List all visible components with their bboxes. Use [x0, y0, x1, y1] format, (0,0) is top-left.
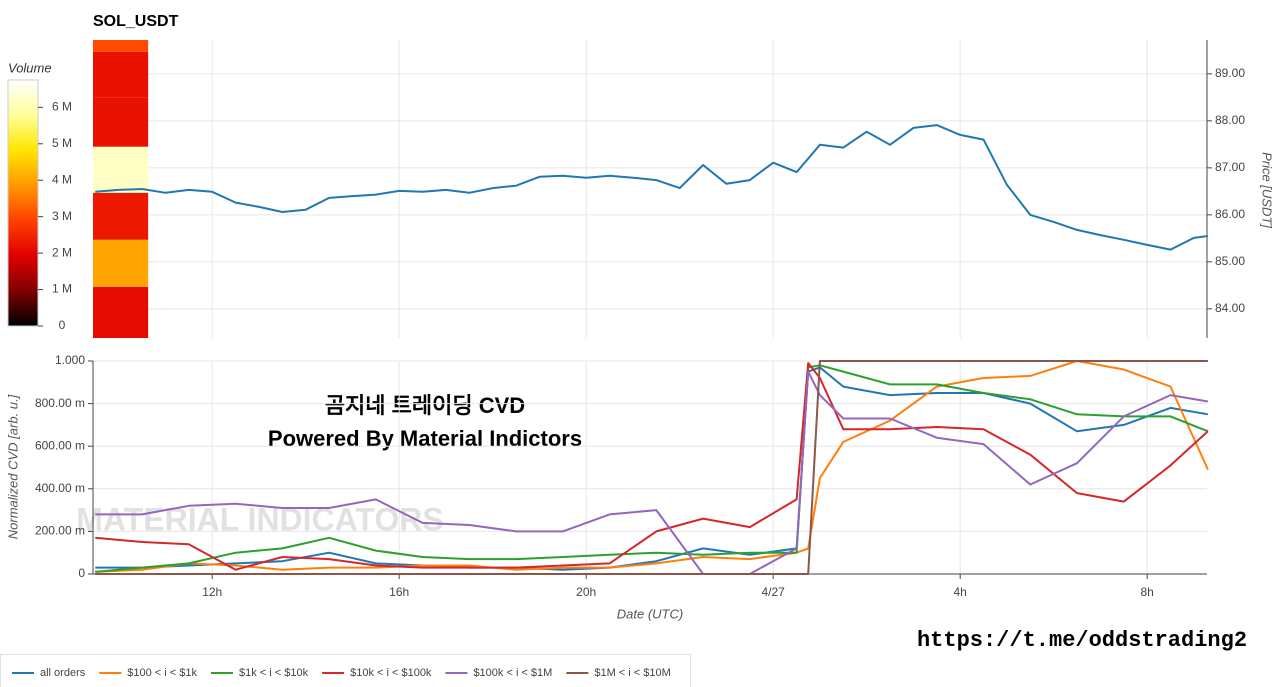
- colorbar-tick-label: 0: [59, 318, 66, 332]
- y-tick-label: 0: [78, 566, 85, 580]
- line: [95, 360, 1209, 573]
- heatmap-cell: [93, 239, 149, 287]
- colorbar-tick-label: 2 M: [52, 245, 72, 259]
- line: [95, 366, 1209, 571]
- annotation: 곰지네 트레이딩 CVD: [325, 393, 525, 418]
- heatmap-cell: [93, 286, 149, 338]
- line: [95, 360, 1208, 575]
- line: [95, 364, 1209, 573]
- legend-label: $100k < i < $1M: [473, 667, 552, 679]
- legend-label: $1M < i < $10M: [594, 667, 670, 679]
- y-tick-label: 84.00: [1215, 301, 1245, 315]
- legend-label: all orders: [40, 667, 86, 679]
- y-tick-label: 200.00 m: [35, 524, 85, 538]
- legend-label: $1k < i < $10k: [239, 667, 309, 679]
- y-tick-label: 1.000: [55, 353, 85, 367]
- x-tick-label: 4/27: [762, 585, 786, 599]
- line: [95, 362, 1209, 571]
- y-tick-label: 86.00: [1215, 207, 1245, 221]
- colorbar: [7, 79, 39, 327]
- heatmap-cell: [93, 97, 149, 147]
- line: [95, 124, 1209, 251]
- colorbar-tick-label: 3 M: [52, 209, 72, 223]
- chart-title: SOL_USDT: [93, 13, 179, 30]
- heatmap-cell: [93, 51, 149, 98]
- heatmap-cell: [93, 40, 149, 52]
- annotation: Powered By Material Indictors: [268, 426, 582, 451]
- x-tick-label: 4h: [953, 585, 966, 599]
- heatmap-cell: [93, 192, 149, 240]
- colorbar-tick-label: 5 M: [52, 136, 72, 150]
- y-tick-label: 89.00: [1215, 66, 1245, 80]
- colorbar-tick-label: 1 M: [52, 282, 72, 296]
- y-tick-label: 85.00: [1215, 254, 1245, 268]
- y-tick-label: 87.00: [1215, 160, 1245, 174]
- y-tick-label: 88.00: [1215, 113, 1245, 127]
- heatmap-cell: [93, 146, 149, 193]
- y-tick-label: 400.00 m: [35, 481, 85, 495]
- colorbar-label: Volume: [8, 60, 52, 75]
- y-tick-label: 600.00 m: [35, 438, 85, 452]
- legend-label: $10k < i < $100k: [350, 667, 432, 679]
- x-tick-label: 12h: [202, 585, 222, 599]
- x-tick-label: 16h: [389, 585, 409, 599]
- y-axis-label: Normalized CVD [arb. u.]: [5, 394, 20, 539]
- colorbar-tick-label: 4 M: [52, 172, 72, 186]
- y-axis-label: Price [USDT]: [1260, 152, 1275, 228]
- legend-label: $100 < i < $1k: [127, 667, 197, 679]
- annotation: https://t.me/oddstrading2: [917, 628, 1247, 653]
- x-tick-label: 8h: [1140, 585, 1153, 599]
- y-tick-label: 800.00 m: [35, 396, 85, 410]
- colorbar-tick-label: 6 M: [52, 100, 72, 114]
- legend-box: [0, 654, 691, 687]
- x-axis-label: Date (UTC): [617, 606, 683, 621]
- x-tick-label: 20h: [576, 585, 596, 599]
